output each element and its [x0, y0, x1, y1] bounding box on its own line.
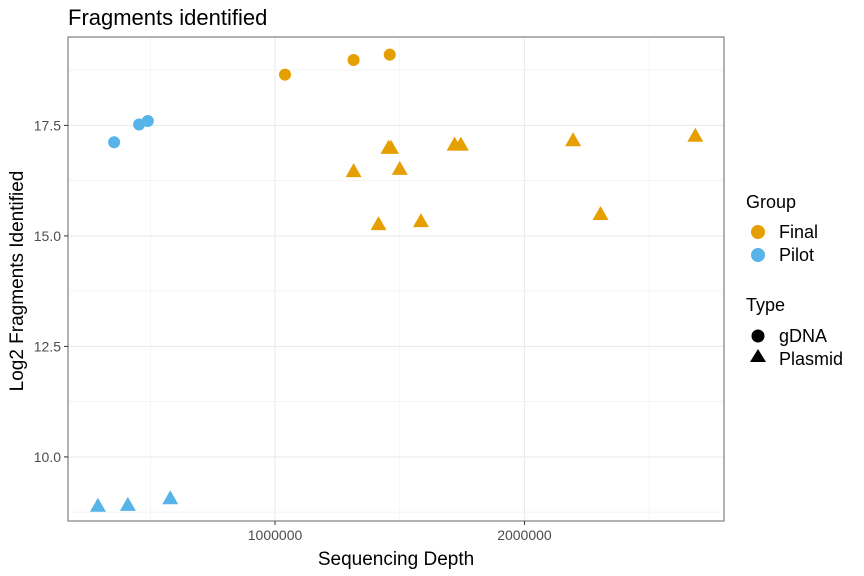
legend-plasmid-swatch	[750, 349, 766, 362]
x-tick-label: 1000000	[248, 527, 303, 543]
plot-border	[67, 36, 725, 522]
legend-pilot-swatch	[751, 248, 765, 262]
y-axis-label: Log2 Fragments Identified	[7, 171, 28, 392]
legend: Group Final Pilot Type gDNA Plasmid	[746, 192, 843, 369]
pilot-plasmid-point	[89, 497, 106, 512]
final-plasmid-point	[592, 206, 609, 221]
final-gdna-point	[279, 68, 292, 81]
final-plasmid-point	[370, 216, 387, 231]
final-plasmid-point	[412, 213, 429, 228]
final-gdna-point	[347, 53, 360, 66]
legend-gdna-swatch	[751, 329, 765, 343]
final-plasmid-point	[391, 160, 408, 175]
grid-lines	[68, 37, 724, 521]
data-points	[89, 48, 704, 512]
y-tick-label: 12.5	[34, 338, 61, 354]
x-tick-label: 2000000	[497, 527, 552, 543]
pilot-gdna-point	[108, 136, 121, 149]
final-plasmid-point	[565, 132, 582, 147]
legend-final-swatch	[751, 225, 765, 239]
x-axis-label: Sequencing Depth	[318, 549, 474, 570]
legend-final-label: Final	[779, 222, 818, 242]
legend-gdna-label: gDNA	[779, 326, 827, 346]
pilot-plasmid-point	[162, 490, 179, 505]
y-tick-label: 10.0	[34, 449, 61, 465]
final-plasmid-point	[383, 139, 400, 154]
legend-group-title: Group	[746, 192, 796, 212]
final-plasmid-point	[345, 163, 362, 178]
legend-pilot-label: Pilot	[779, 245, 814, 265]
legend-plasmid-label: Plasmid	[779, 349, 843, 369]
pilot-gdna-point	[141, 114, 154, 127]
y-tick-label: 15.0	[34, 228, 61, 244]
legend-type-title: Type	[746, 295, 785, 315]
final-plasmid-point	[687, 127, 704, 142]
axis-ticks: 1000000 2000000 10.0 12.5 15.0 17.5	[34, 117, 552, 543]
final-gdna-point	[383, 48, 396, 61]
pilot-plasmid-point	[119, 496, 136, 511]
plot-panel	[68, 37, 724, 521]
chart-title: Fragments identified	[68, 5, 267, 30]
y-tick-label: 17.5	[34, 117, 61, 133]
final-plasmid-point	[452, 136, 469, 151]
